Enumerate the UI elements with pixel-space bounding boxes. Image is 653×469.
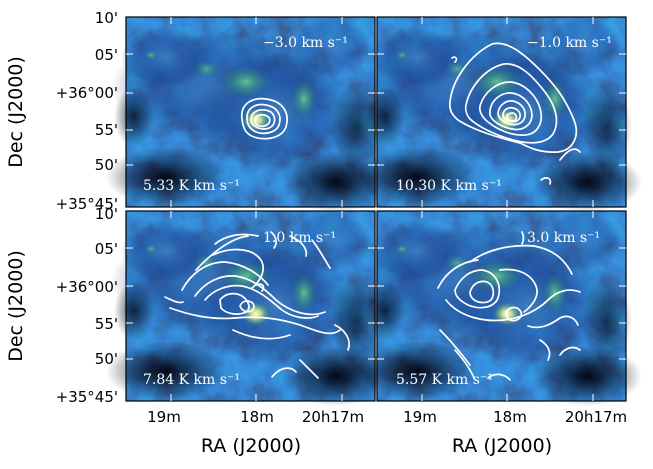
ra-tick-label: 18m	[493, 408, 527, 426]
velocity-label-top-right: −1.0 km s⁻¹	[527, 35, 612, 51]
contours-top-left	[241, 97, 288, 140]
intensity-label-bottom-left: 7.84 K km s⁻¹	[143, 372, 240, 388]
x-axis-title-right: RA (J2000)	[452, 435, 552, 457]
intensity-label-top-left: 5.33 K km s⁻¹	[143, 178, 240, 194]
panel-top-left: −3.0 km s⁻¹ 5.33 K km s⁻¹	[106, 17, 391, 212]
dec-tick-label: +36°00'	[56, 84, 118, 102]
dec-tick-label: +35°45'	[56, 388, 118, 406]
panel-top-right: −1.0 km s⁻¹ 10.30 K km s⁻¹	[357, 17, 642, 212]
dec-tick-label: 05'	[95, 240, 118, 258]
panel-bottom-right: 3.0 km s⁻¹ 5.57 K km s⁻¹	[357, 211, 642, 406]
x-axis-title-left: RA (J2000)	[201, 435, 301, 457]
dec-tick-labels-top: 10' 05' +36°00' 55' 50' +35°45'	[56, 9, 118, 213]
intensity-label-bottom-right: 5.57 K km s⁻¹	[396, 372, 493, 388]
ra-tick-label: 20h17m	[302, 408, 364, 426]
dec-tick-label: 05'	[95, 46, 118, 64]
dec-tick-label: +35°45'	[56, 195, 118, 213]
ra-tick-label: 19m	[403, 408, 437, 426]
panel-bottom-left: 1.0 km s⁻¹ 7.84 K km s⁻¹	[106, 211, 391, 406]
dec-tick-label: 55'	[95, 315, 118, 333]
ra-tick-label: 18m	[240, 408, 274, 426]
contours-bottom-left	[164, 231, 350, 379]
dec-tick-label: 10'	[95, 205, 118, 223]
contours-top-right	[448, 42, 581, 185]
contours-bottom-right	[437, 231, 581, 381]
dec-tick-label: 50'	[95, 350, 118, 368]
ra-tick-labels: 19m 18m 20h17m 19m 18m 20h17m	[147, 408, 627, 426]
intensity-label-top-right: 10.30 K km s⁻¹	[396, 178, 502, 194]
tick-marks	[126, 17, 626, 401]
ra-tick-label: 19m	[147, 408, 181, 426]
velocity-label-bottom-left: 1.0 km s⁻¹	[263, 230, 336, 246]
dec-tick-label: 55'	[95, 121, 118, 139]
velocity-label-top-left: −3.0 km s⁻¹	[263, 35, 348, 51]
y-axis-title-top: Dec (J2000)	[5, 56, 27, 168]
dec-tick-label: 50'	[95, 156, 118, 174]
dec-tick-labels-bottom: 10' 05' +36°00' 55' 50' +35°45'	[56, 205, 118, 406]
dec-tick-label: +36°00'	[56, 278, 118, 296]
dec-tick-label: 10'	[95, 9, 118, 27]
ra-tick-label: 20h17m	[565, 408, 627, 426]
y-axis-title-bottom: Dec (J2000)	[5, 250, 27, 362]
velocity-label-bottom-right: 3.0 km s⁻¹	[527, 230, 600, 246]
panel-frames	[125, 16, 627, 402]
